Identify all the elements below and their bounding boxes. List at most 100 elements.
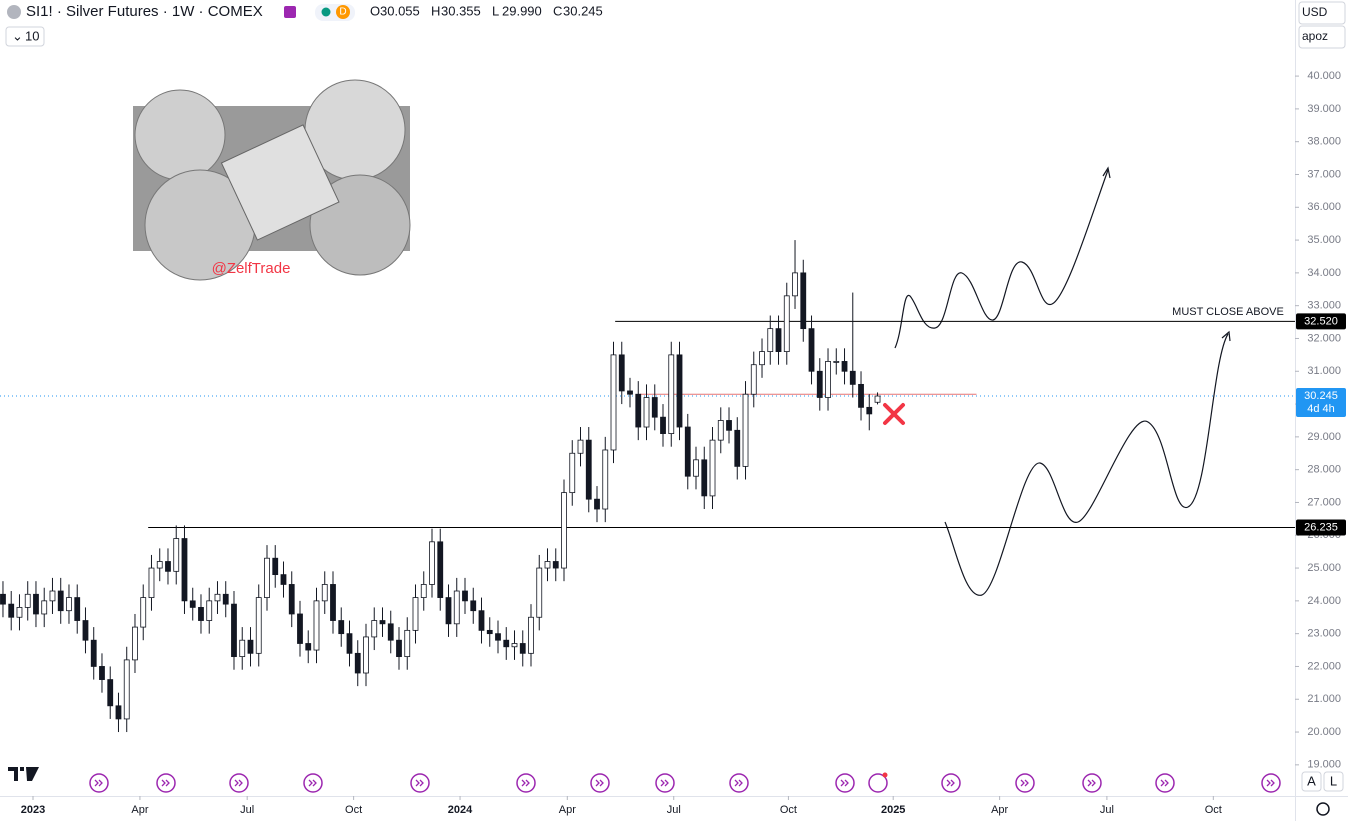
- interval-box[interactable]: [5, 26, 45, 47]
- watermark: @ZelfTrade: [212, 260, 291, 277]
- candle-body: [16, 607, 23, 618]
- candle-body: [115, 705, 122, 720]
- event-icon[interactable]: [303, 773, 323, 793]
- candle-body: [684, 426, 691, 477]
- settings-icon[interactable]: [1316, 802, 1330, 816]
- event-icon[interactable]: [89, 773, 109, 793]
- candle-body: [379, 620, 386, 625]
- ohlc-key: L: [492, 3, 499, 18]
- scale-button[interactable]: [1323, 771, 1344, 792]
- candle-body: [841, 361, 848, 372]
- candle-body: [57, 590, 64, 612]
- y-tick-label: 21.000: [1307, 693, 1341, 705]
- ohlc-key: C: [553, 3, 562, 18]
- candle-body: [239, 639, 246, 658]
- candle-body: [247, 639, 254, 654]
- event-icon-glyph: [234, 779, 243, 787]
- event-icon[interactable]: [156, 773, 176, 793]
- scale-button[interactable]: [1301, 771, 1322, 792]
- event-icon-alert[interactable]: [868, 773, 888, 793]
- candle-body: [330, 584, 336, 621]
- y-tick-label: 40.000: [1307, 70, 1341, 82]
- candle-body: [627, 390, 633, 395]
- event-icon[interactable]: [1015, 773, 1035, 793]
- x-tick-label: Apr: [991, 804, 1008, 816]
- flag[interactable]: [284, 6, 296, 18]
- y-tick-label: 39.000: [1307, 103, 1341, 115]
- candle-body: [783, 295, 790, 352]
- candle-body: [8, 603, 15, 618]
- candle-body: [90, 639, 97, 667]
- currency-box[interactable]: [1298, 1, 1346, 25]
- candle-body: [643, 397, 650, 428]
- candle-body: [585, 439, 592, 500]
- badge: D: [339, 7, 346, 18]
- event-icon[interactable]: [410, 773, 430, 793]
- ohlc-key: O: [370, 3, 380, 18]
- event-icon[interactable]: [655, 773, 675, 793]
- candle-body: [561, 492, 567, 569]
- y-tick-label: 19.000: [1307, 759, 1341, 771]
- scale-button-label: A: [1307, 773, 1316, 788]
- event-icon[interactable]: [941, 773, 961, 793]
- event-icon-glyph: [840, 779, 849, 787]
- event-icon[interactable]: [729, 773, 749, 793]
- candle-body: [800, 272, 807, 330]
- badge-bg: [336, 5, 350, 19]
- tv-logo: [8, 767, 39, 781]
- candle-body: [297, 613, 303, 644]
- last-price-label: 30.245: [1304, 390, 1338, 402]
- forecast-drawing: [894, 166, 1231, 596]
- ohlc-key: H: [431, 3, 440, 18]
- candle-body: [544, 561, 551, 569]
- candle-body: [288, 584, 295, 615]
- event-icon-glyph: [595, 779, 604, 787]
- countdown: 4d 4h: [1307, 403, 1335, 415]
- event-icon[interactable]: [1082, 773, 1102, 793]
- candle-body: [519, 643, 526, 654]
- candle-body: [610, 354, 617, 451]
- candle-body: [874, 395, 881, 403]
- candle-body: [82, 620, 89, 641]
- scale-box[interactable]: [1298, 25, 1346, 49]
- candle-body: [222, 593, 229, 605]
- x-tick-label: Apr: [131, 804, 148, 816]
- candle-body: [462, 590, 468, 602]
- candle-body: [742, 393, 749, 467]
- candle-body: [305, 643, 312, 651]
- candle-body: [371, 620, 378, 638]
- candle-body: [858, 383, 864, 408]
- candle-body: [660, 416, 666, 434]
- y-tick-label: 24.000: [1307, 595, 1341, 607]
- candle-body: [759, 351, 765, 366]
- y-tick-label: 29.000: [1307, 431, 1341, 443]
- event-icon[interactable]: [1261, 773, 1281, 793]
- y-tick-label: 25.000: [1307, 562, 1341, 574]
- candle-body: [321, 584, 328, 602]
- event-icon[interactable]: [1155, 773, 1175, 793]
- event-icon[interactable]: [516, 773, 536, 793]
- candle-body: [165, 561, 171, 572]
- event-icon-glyph: [1020, 779, 1029, 787]
- x-tick-label: 2024: [448, 804, 473, 816]
- symbol-icon: [7, 5, 21, 19]
- y-tick-label: 23.000: [1307, 628, 1341, 640]
- event-icon[interactable]: [590, 773, 610, 793]
- y-tick-label: 32.000: [1307, 332, 1341, 344]
- y-tick-label: 37.000: [1307, 168, 1341, 180]
- x-tick-label: 2025: [881, 804, 905, 816]
- event-icon[interactable]: [229, 773, 249, 793]
- scale-button-label: L: [1330, 773, 1337, 788]
- event-icon[interactable]: [835, 773, 855, 793]
- candle-body: [511, 643, 518, 648]
- level-note: MUST CLOSE ABOVE: [1172, 306, 1284, 318]
- candle-body: [189, 600, 196, 608]
- candle-body: [255, 597, 262, 654]
- event-dot: [882, 772, 888, 778]
- candle-body: [363, 636, 369, 674]
- candle-body: [470, 600, 477, 612]
- candle-body: [123, 659, 130, 720]
- candle-body: [0, 593, 6, 605]
- y-tick-label: 36.000: [1307, 201, 1341, 213]
- y-tick-label: 28.000: [1307, 464, 1341, 476]
